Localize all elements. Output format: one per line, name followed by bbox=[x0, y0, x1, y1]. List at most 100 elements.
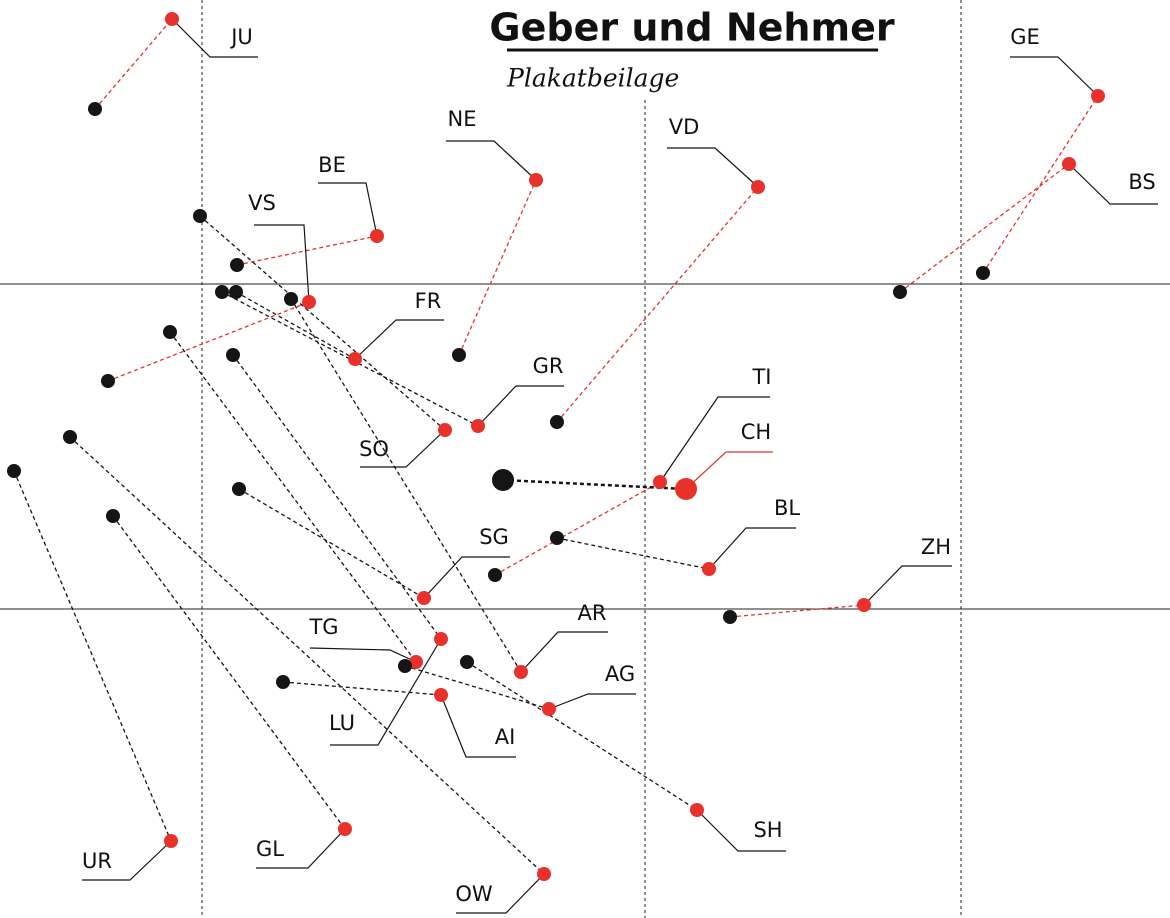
link bbox=[494, 481, 661, 576]
canton-label: ZH bbox=[921, 535, 951, 559]
target-dot bbox=[338, 822, 352, 836]
leader bbox=[708, 527, 796, 570]
source-dot bbox=[460, 655, 474, 669]
canton-label: TI bbox=[751, 365, 771, 389]
canton-label: FR bbox=[415, 289, 442, 313]
canton-label: GE bbox=[1010, 25, 1040, 49]
source-dot bbox=[215, 285, 229, 299]
canton-label: SH bbox=[753, 818, 782, 842]
source-dot bbox=[106, 509, 120, 523]
canton-label: UR bbox=[82, 849, 112, 873]
target-dot bbox=[409, 655, 423, 669]
link bbox=[94, 18, 173, 110]
canton-label: BS bbox=[1128, 170, 1155, 194]
link bbox=[502, 478, 687, 491]
source-dot bbox=[398, 659, 412, 673]
leader bbox=[171, 18, 258, 58]
title: Geber und Nehmer bbox=[489, 6, 894, 50]
leaders bbox=[82, 18, 1158, 914]
canton-label: TG bbox=[308, 615, 338, 639]
leader bbox=[477, 385, 564, 427]
target-dot bbox=[471, 419, 485, 433]
subtitle: Plakatbeilage bbox=[506, 64, 679, 93]
source-dot bbox=[88, 102, 102, 116]
source-dot bbox=[893, 285, 907, 299]
target-dot bbox=[690, 803, 704, 817]
canton-label: NE bbox=[448, 107, 477, 131]
target-dot bbox=[417, 591, 431, 605]
leader bbox=[446, 140, 537, 181]
target-dot bbox=[1062, 157, 1076, 171]
source-dot bbox=[193, 209, 207, 223]
canton-label: VD bbox=[669, 115, 700, 139]
target-dot bbox=[302, 295, 316, 309]
source-dot bbox=[452, 348, 466, 362]
canton-label: SO bbox=[359, 437, 389, 461]
source-dot bbox=[284, 292, 298, 306]
target-dot bbox=[857, 598, 871, 612]
leader bbox=[309, 647, 417, 663]
link bbox=[458, 179, 537, 356]
source-dot bbox=[232, 482, 246, 496]
link bbox=[107, 301, 310, 382]
link bbox=[556, 537, 710, 570]
link bbox=[221, 291, 479, 427]
canton-label: LU bbox=[329, 711, 355, 735]
link bbox=[556, 186, 759, 423]
labels: JU GE BS NE VD BE VS FR GR SO TI CH BL SG ZH AR TG AG LU AI… bbox=[82, 25, 1156, 906]
leader bbox=[330, 638, 442, 746]
target-dot bbox=[1091, 89, 1105, 103]
source-dot bbox=[229, 285, 243, 299]
leader bbox=[354, 319, 444, 360]
link bbox=[169, 331, 417, 663]
link bbox=[236, 235, 378, 266]
target-dot bbox=[438, 423, 452, 437]
target-dot bbox=[514, 665, 528, 679]
leader bbox=[318, 182, 378, 237]
link bbox=[238, 488, 425, 599]
canton-label: VS bbox=[248, 191, 276, 215]
canton-label: AI bbox=[495, 725, 516, 749]
target-dot bbox=[370, 229, 384, 243]
leader bbox=[1068, 163, 1158, 205]
source-dot bbox=[492, 469, 514, 491]
canton-label: AR bbox=[578, 601, 607, 625]
canton-label: BE bbox=[318, 153, 346, 177]
link bbox=[112, 515, 346, 830]
leader bbox=[696, 809, 786, 852]
leader bbox=[667, 147, 759, 188]
target-dot bbox=[434, 632, 448, 646]
leader bbox=[82, 840, 172, 881]
links bbox=[13, 18, 1099, 875]
source-dot bbox=[7, 464, 21, 478]
leader bbox=[440, 694, 516, 758]
target-dot bbox=[542, 702, 556, 716]
canton-label: BL bbox=[774, 496, 800, 520]
canton-label: AG bbox=[605, 662, 635, 686]
leader bbox=[456, 873, 545, 914]
leader bbox=[685, 451, 773, 490]
target-dot bbox=[751, 180, 765, 194]
leader bbox=[256, 828, 346, 869]
leader bbox=[863, 565, 952, 606]
source-dot bbox=[230, 258, 244, 272]
target-dot bbox=[653, 475, 667, 489]
link bbox=[982, 95, 1099, 274]
source-dot bbox=[163, 325, 177, 339]
dots bbox=[7, 12, 1105, 881]
canton-label: GR bbox=[533, 354, 564, 378]
target-dot bbox=[675, 478, 697, 500]
canton-label: CH bbox=[741, 420, 771, 444]
source-dot bbox=[63, 430, 77, 444]
source-dot bbox=[276, 675, 290, 689]
target-dot bbox=[165, 12, 179, 26]
target-dot bbox=[434, 688, 448, 702]
source-dot bbox=[723, 610, 737, 624]
link bbox=[282, 681, 442, 696]
source-dot bbox=[488, 568, 502, 582]
link bbox=[290, 298, 522, 673]
canton-label: SG bbox=[479, 525, 509, 549]
target-dot bbox=[164, 834, 178, 848]
